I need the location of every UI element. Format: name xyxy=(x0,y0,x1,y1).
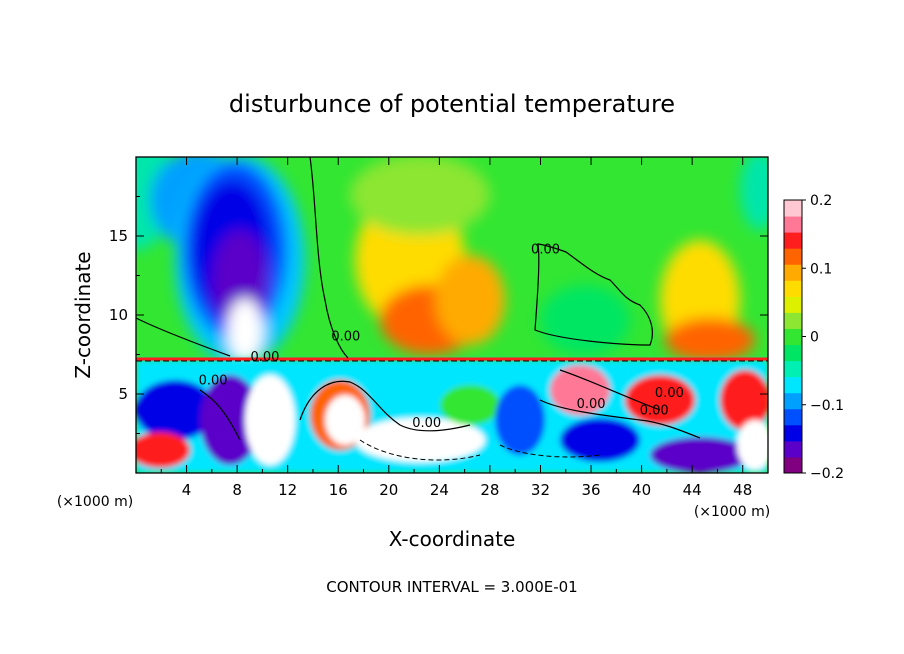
x-unit-right: (×1000 m) xyxy=(694,504,770,520)
field-blob xyxy=(136,380,215,440)
x-tick-label: 8 xyxy=(232,481,242,499)
colorbar-swatch xyxy=(784,392,802,410)
contour-lines xyxy=(136,157,701,441)
contour-label: 0.00 xyxy=(655,386,684,401)
x-tick-label: 28 xyxy=(480,481,499,499)
colorbar-tick-label: −0.1 xyxy=(810,398,844,414)
x-tick-label: 48 xyxy=(733,481,752,499)
contour-line xyxy=(199,389,241,441)
contour-line xyxy=(559,369,661,411)
contour-label: 0.00 xyxy=(250,350,279,365)
lower-field xyxy=(136,360,768,473)
contour-labels: 0.00 0.00 0.00 0.00 0.00 0.00 0.00 0.00 xyxy=(199,242,684,431)
x-tick-label: 20 xyxy=(379,481,398,499)
contour-line xyxy=(136,317,231,357)
colorbar-swatch xyxy=(784,296,802,313)
upper-field xyxy=(136,157,768,365)
y-tick-label: 15 xyxy=(109,227,128,245)
field-blob xyxy=(227,298,263,362)
field-blob xyxy=(625,375,695,425)
x-tick-label: 40 xyxy=(632,481,651,499)
colorbar-ticks: 0.2 0.1 0 −0.1 −0.2 xyxy=(802,193,844,482)
field-blob xyxy=(740,157,768,230)
contour-line xyxy=(539,399,701,439)
field-blob xyxy=(325,395,365,445)
colorbar-swatch xyxy=(784,440,802,458)
colorbar-tick-label: 0 xyxy=(810,330,819,346)
plot-area xyxy=(136,157,768,473)
colorbar-swatch xyxy=(784,408,802,426)
field-blob xyxy=(440,385,500,425)
contour-lines-negative xyxy=(359,439,601,461)
x-tick-label: 24 xyxy=(430,481,449,499)
colorbar-swatch xyxy=(784,424,802,442)
y-axis-label: Z-coordinate xyxy=(71,251,95,378)
x-tick-label: 36 xyxy=(581,481,600,499)
field-blob xyxy=(550,365,610,415)
contour-line xyxy=(309,157,349,359)
field-blob xyxy=(665,318,755,362)
field-blob xyxy=(737,420,768,470)
colorbar-swatch xyxy=(784,312,802,329)
colorbar-swatch xyxy=(784,200,802,217)
contour-line xyxy=(534,243,653,346)
field-blob xyxy=(350,157,490,235)
y-axis: 5 10 15 xyxy=(109,196,768,434)
contour-line xyxy=(499,444,601,458)
contour-label: 0.00 xyxy=(199,374,228,389)
contour-label: 0.00 xyxy=(531,242,560,257)
field-blob xyxy=(245,375,295,465)
contour-label: 0.00 xyxy=(577,397,606,412)
x-tick-label: 32 xyxy=(531,481,550,499)
field-blob xyxy=(560,418,640,462)
x-tick-label: 4 xyxy=(182,481,192,499)
y-tick-label: 5 xyxy=(118,385,128,403)
colorbar-swatch xyxy=(784,328,802,346)
contour-label: 0.00 xyxy=(412,416,441,431)
contour-label: 0.00 xyxy=(640,404,669,419)
field-blob xyxy=(540,285,630,355)
colorbar-swatch xyxy=(784,280,802,297)
colorbar-swatch xyxy=(784,248,802,265)
colorbar-swatch xyxy=(784,264,802,281)
x-unit-left: (×1000 m) xyxy=(57,494,133,510)
colorbar-swatch xyxy=(784,360,802,378)
colorbar xyxy=(784,200,802,474)
field-blob xyxy=(720,370,768,430)
field-blob xyxy=(650,437,750,473)
contour-line xyxy=(299,380,471,432)
colorbar-swatch xyxy=(784,456,802,474)
colorbar-tick-label: −0.2 xyxy=(810,466,844,482)
x-tick-label: 44 xyxy=(683,481,702,499)
contour-interval-note: CONTOUR INTERVAL = 3.000E-01 xyxy=(326,578,577,596)
colorbar-swatch xyxy=(784,232,802,249)
field-blob xyxy=(200,375,260,465)
colorbar-swatch xyxy=(784,376,802,394)
colorbar-swatch xyxy=(784,216,802,233)
x-axis-label: X-coordinate xyxy=(389,527,516,551)
field-blob xyxy=(435,255,505,345)
colorbar-tick-label: 0.1 xyxy=(810,261,832,277)
contour-line xyxy=(359,439,481,461)
contour-label: 0.00 xyxy=(331,329,360,344)
chart-title: disturbunce of potential temperature xyxy=(229,90,675,118)
x-tick-label: 16 xyxy=(329,481,348,499)
y-tick-label: 10 xyxy=(109,306,128,324)
x-tick-label: 12 xyxy=(278,481,297,499)
field-blob xyxy=(495,385,545,455)
x-axis: 4 8 12 16 20 24 28 32 36 40 44 48 xyxy=(160,157,752,499)
colorbar-tick-label: 0.2 xyxy=(810,193,832,209)
colorbar-swatch xyxy=(784,344,802,362)
field-blob xyxy=(136,432,190,468)
